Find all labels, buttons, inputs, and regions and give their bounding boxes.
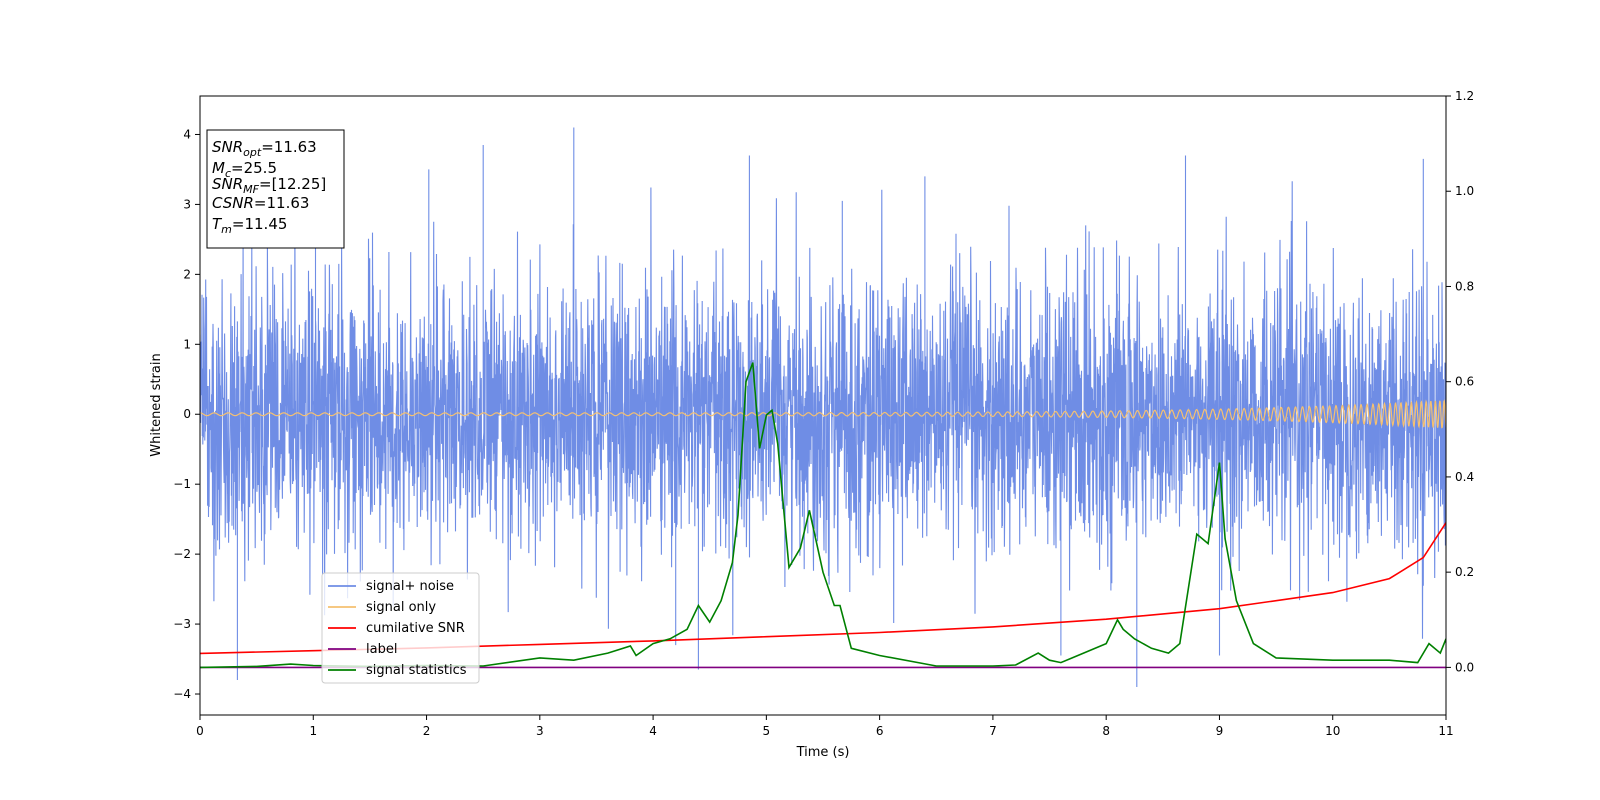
legend-label: signal+ noise <box>366 579 454 594</box>
y2-tick-label: 0.4 <box>1455 470 1474 484</box>
annotation-frame <box>206 129 345 249</box>
y-tick-label: 1 <box>183 337 191 351</box>
legend-label: label <box>366 642 397 657</box>
annotation-line: Tm=11.45 <box>212 215 287 236</box>
legend-frame <box>321 572 480 684</box>
annotation-line: Mc=25.5 <box>212 159 277 180</box>
series-signal-statistics <box>200 362 1446 669</box>
x-tick-label: 6 <box>876 724 884 738</box>
x-tick-label: 10 <box>1325 724 1340 738</box>
x-axis-label: Time (s) <box>796 745 850 760</box>
annotation-line: CSNR=11.63 <box>212 194 309 212</box>
x-tick-label: 2 <box>423 724 431 738</box>
x-tick-label: 7 <box>989 724 997 738</box>
y2-tick-label: 1.0 <box>1455 184 1474 198</box>
y-tick-label: −4 <box>173 687 191 701</box>
legend-label: cumilative SNR <box>366 621 465 636</box>
legend-label: signal statistics <box>366 663 467 678</box>
x-axis: 0 1 2 3 4 5 6 7 8 9 10 11 <box>196 715 1454 738</box>
x-tick-label: 11 <box>1438 724 1453 738</box>
series-signal-noise <box>200 127 1446 687</box>
y2-tick-label: 0.8 <box>1455 279 1474 293</box>
y-tick-label: −2 <box>173 547 191 561</box>
annotation-line: SNRMF=[12.25] <box>212 175 326 196</box>
plot-frame <box>199 95 1447 716</box>
y-tick-label: 4 <box>183 127 191 141</box>
x-tick-label: 0 <box>196 724 204 738</box>
annotation-box: SNRopt=11.63Mc=25.5SNRMF=[12.25]CSNR=11.… <box>206 129 345 249</box>
y2-tick-label: 0.2 <box>1455 565 1474 579</box>
x-tick-label: 9 <box>1216 724 1224 738</box>
y-tick-label: −3 <box>173 617 191 631</box>
series-signal-only <box>200 399 1446 429</box>
y-tick-label: 3 <box>183 197 191 211</box>
y2-tick-label: 0.6 <box>1455 375 1474 389</box>
y-tick-label: −1 <box>173 477 191 491</box>
x-tick-label: 3 <box>536 724 544 738</box>
x-tick-label: 4 <box>649 724 657 738</box>
annotation-line: SNRopt=11.63 <box>212 138 317 159</box>
y-tick-label: 0 <box>183 407 191 421</box>
x-tick-label: 1 <box>309 724 317 738</box>
x-tick-label: 8 <box>1102 724 1110 738</box>
y-axis: −4 −3 −2 −1 0 1 2 3 4 <box>173 127 200 701</box>
y2-tick-label: 0.0 <box>1455 660 1474 674</box>
y-axis-label: Whitened strain <box>149 353 164 456</box>
x-tick-label: 5 <box>763 724 771 738</box>
y2-tick-label: 1.2 <box>1455 89 1474 103</box>
legend: signal+ noise signal only cumilative SNR la… <box>321 572 480 684</box>
legend-label: signal only <box>366 600 436 615</box>
y2-axis: 0.0 0.2 0.4 0.6 0.8 1.0 1.2 <box>1446 89 1474 674</box>
y-tick-label: 2 <box>183 267 191 281</box>
